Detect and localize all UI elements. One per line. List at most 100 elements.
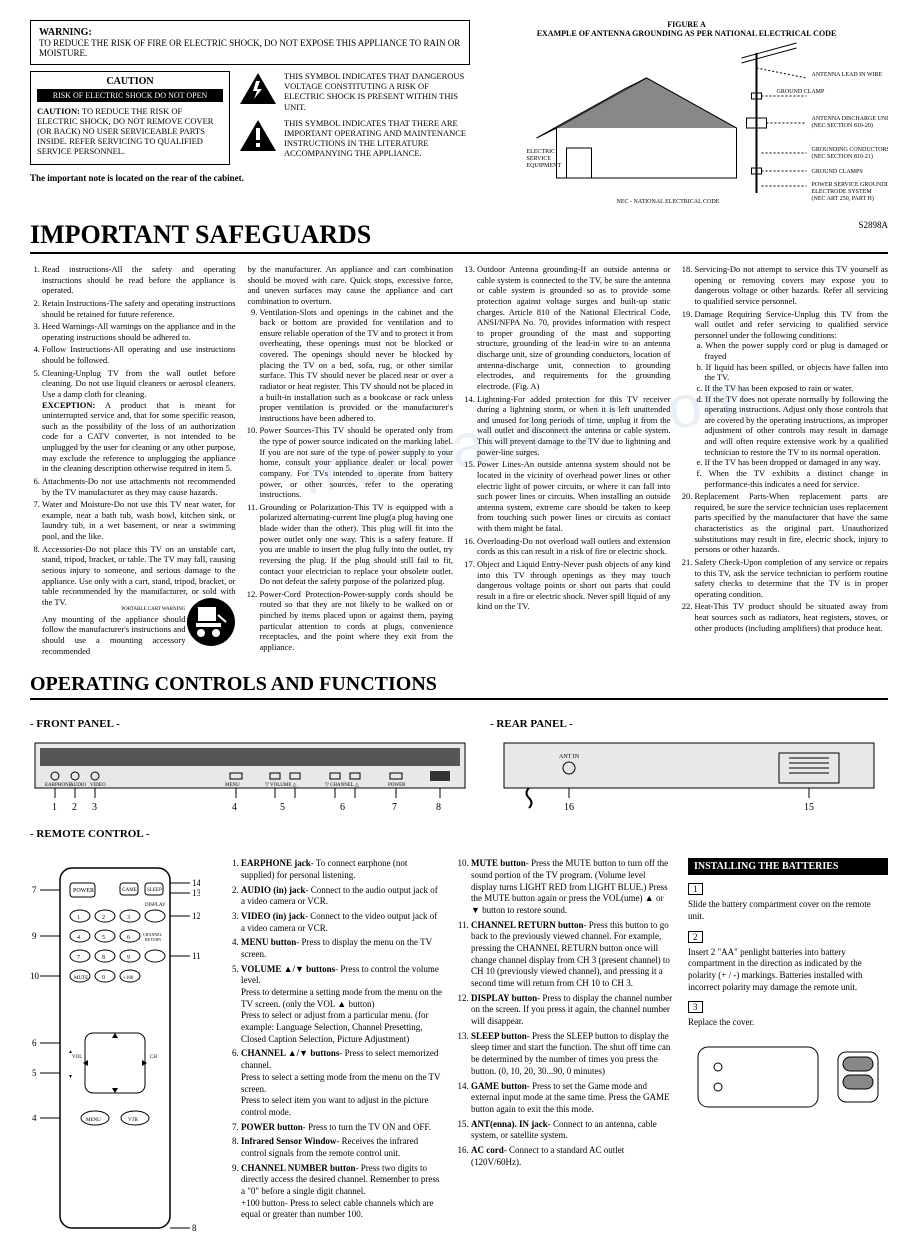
svg-text:EQUIPMENT: EQUIPMENT — [527, 163, 562, 169]
svg-text:8: 8 — [436, 802, 441, 813]
svg-text:▽ VOLUME △: ▽ VOLUME △ — [265, 782, 297, 788]
svg-text:0: 0 — [102, 975, 105, 981]
svg-text:SERVICE: SERVICE — [527, 156, 552, 162]
safeguards-col-4: Servicing-Do not attempt to service this… — [683, 264, 889, 658]
svg-text:6: 6 — [340, 802, 345, 813]
safeguard-item: Object and Liquid Entry-Never push objec… — [477, 559, 671, 612]
caution-blackbar: RISK OF ELECTRIC SHOCK DO NOT OPEN — [37, 89, 223, 102]
svg-text:1: 1 — [52, 802, 57, 813]
svg-text:MENU: MENU — [225, 783, 240, 788]
symbol-text-1: THIS SYMBOL INDICATES THAT DANGEROUS VOL… — [284, 71, 470, 112]
svg-text:6: 6 — [32, 1038, 37, 1048]
svg-text:EARPHONE: EARPHONE — [45, 783, 72, 788]
controls-col-2: MUTE button- Press the MUTE button to tu… — [455, 858, 673, 1240]
symbol-text-2: THIS SYMBOL INDICATES THAT THERE ARE IMP… — [284, 118, 470, 159]
controls-text: EARPHONE jack- To connect earphone (not … — [225, 858, 673, 1240]
safeguard-item: Grounding or Polarization-This TV is equ… — [260, 502, 454, 587]
caution-box: CAUTION RISK OF ELECTRIC SHOCK DO NOT OP… — [30, 71, 230, 165]
svg-text:RETURN: RETURN — [145, 937, 161, 942]
svg-text:8: 8 — [102, 955, 105, 961]
front-panel-diagram: EARPHONEAUDIOVIDEO MENU ▽ VOLUME △ ▽ CHA… — [30, 738, 470, 818]
note-line: The important note is located on the rea… — [30, 173, 470, 183]
safeguard-item: Replacement Parts-When replacement parts… — [695, 491, 889, 555]
top-section: WARNING: TO REDUCE THE RISK OF FIRE OR E… — [30, 20, 888, 210]
safeguards-col-1: Read instructions-All the safety and ope… — [30, 264, 236, 658]
warnings-column: WARNING: TO REDUCE THE RISK OF FIRE OR E… — [30, 20, 470, 210]
control-item: MENU button- Press to display the menu o… — [241, 937, 443, 960]
safeguard-item: Lightning-For added protection for this … — [477, 394, 671, 458]
caution-row: CAUTION RISK OF ELECTRIC SHOCK DO NOT OP… — [30, 71, 470, 165]
svg-text:8: 8 — [192, 1223, 197, 1233]
control-item: VOLUME ▲/▼ buttons- Press to control the… — [241, 964, 443, 1046]
control-item: POWER button- Press to turn the TV ON an… — [241, 1122, 443, 1134]
exclamation-triangle-icon — [238, 118, 278, 153]
svg-text:AUDIO: AUDIO — [70, 783, 86, 788]
svg-text:2: 2 — [72, 802, 77, 813]
svg-text:3: 3 — [127, 915, 130, 921]
battery-text-2: Insert 2 "AA" penlight batteries into ba… — [688, 947, 888, 994]
svg-text:MUTE: MUTE — [74, 976, 88, 981]
safeguards-col-2: by the manufacturer. An appliance and ca… — [248, 264, 454, 658]
control-item: EARPHONE jack- To connect earphone (not … — [241, 858, 443, 881]
svg-text:ANT IN: ANT IN — [559, 754, 580, 760]
safeguard-item: Outdoor Antenna grounding-If an outside … — [477, 264, 671, 392]
svg-text:4: 4 — [77, 935, 80, 941]
svg-text:9: 9 — [127, 955, 130, 961]
warning-title: WARNING: — [39, 27, 92, 38]
safeguard-item: Damage Requiring Service-Unplug this TV … — [695, 309, 889, 490]
svg-text:14: 14 — [192, 878, 200, 888]
safeguard-item: Accessories-Do not place this TV on an u… — [42, 544, 236, 657]
control-item: ANT(enna). IN jack- Connect to an antenn… — [471, 1119, 673, 1142]
svg-text:7: 7 — [32, 885, 37, 895]
remote-diagram: POWER GAME SLEEP DISPLAY 1 2 3 4 5 6 CHA… — [30, 858, 200, 1238]
battery-column: INSTALLING THE BATTERIES 1 Slide the bat… — [688, 858, 888, 1240]
symbol-row-1: THIS SYMBOL INDICATES THAT DANGEROUS VOL… — [238, 71, 470, 112]
house-diagram-icon: ANTENNA LEAD IN WIRE GROUND CLAMP ANTENN… — [485, 38, 888, 208]
caution-header: CAUTION — [37, 76, 223, 87]
ground-clamp-label: GROUND CLAMP — [777, 89, 826, 95]
svg-text:VTR: VTR — [128, 1118, 139, 1123]
panels-row: - FRONT PANEL - EARPHONEAUDIOVIDEO MENU … — [30, 710, 888, 848]
svg-text:▲: ▲ — [68, 1050, 73, 1055]
safeguard-item: Power-Cord Protection-Power-supply cords… — [260, 589, 454, 653]
safeguards-heading: IMPORTANT SAFEGUARDSS2898A — [30, 220, 888, 254]
figure-label: FIGURE A — [485, 20, 888, 29]
safeguard-item: Ventilation-Slots and openings in the ca… — [260, 307, 454, 424]
controls-row: POWER GAME SLEEP DISPLAY 1 2 3 4 5 6 CHA… — [30, 858, 888, 1240]
control-item: Infrared Sensor Window- Receives the inf… — [241, 1136, 443, 1159]
svg-text:1: 1 — [77, 915, 80, 921]
step-1-box: 1 — [688, 883, 703, 895]
control-item: CHANNEL RETURN button- Press this button… — [471, 920, 673, 990]
svg-text:5: 5 — [102, 935, 105, 941]
nec-label: NEC - NATIONAL ELECTRICAL CODE — [617, 199, 720, 205]
front-panel-label: - FRONT PANEL - — [30, 718, 470, 730]
svg-text:6: 6 — [127, 935, 130, 941]
rear-panel-diagram: ANT IN 1615 — [490, 738, 888, 818]
model-number: S2898A — [858, 220, 888, 230]
step-3-box: 3 — [688, 1001, 703, 1013]
operating-heading: OPERATING CONTROLS AND FUNCTIONS — [30, 673, 888, 700]
battery-text-3: Replace the cover. — [688, 1017, 888, 1029]
svg-text:POWER: POWER — [73, 888, 94, 894]
svg-text:16: 16 — [564, 802, 574, 813]
battery-header: INSTALLING THE BATTERIES — [688, 858, 888, 875]
rear-panel-section: - REAR PANEL - ANT IN 1615 — [490, 710, 888, 848]
svg-text:▼: ▼ — [68, 1075, 73, 1080]
svg-text:▽ CHANNEL △: ▽ CHANNEL △ — [325, 782, 359, 788]
symbols-column: THIS SYMBOL INDICATES THAT DANGEROUS VOL… — [238, 71, 470, 165]
svg-text:POWER: POWER — [388, 783, 406, 788]
step-2-box: 2 — [688, 931, 703, 943]
safeguard-item: Retain Instructions-The safety and opera… — [42, 298, 236, 319]
svg-text:2: 2 — [102, 915, 105, 921]
control-item: MUTE button- Press the MUTE button to tu… — [471, 858, 673, 916]
discharge-label: ANTENNA DISCHARGE UNIT — [812, 116, 889, 122]
battery-text-1: Slide the battery compartment cover on t… — [688, 899, 888, 922]
svg-text:(NEC ART 250, PART H): (NEC ART 250, PART H) — [812, 195, 874, 202]
safeguard-item: Servicing-Do not attempt to service this… — [695, 264, 889, 307]
svg-text:11: 11 — [192, 951, 200, 961]
control-item: CHANNEL NUMBER button- Press two digits … — [241, 1163, 443, 1221]
control-item: GAME button- Press to set the Game mode … — [471, 1081, 673, 1116]
front-panel-section: - FRONT PANEL - EARPHONEAUDIOVIDEO MENU … — [30, 710, 470, 848]
figure-a-box: FIGURE A EXAMPLE OF ANTENNA GROUNDING AS… — [485, 20, 888, 210]
control-item: VIDEO (in) jack- Connect to the video ou… — [241, 911, 443, 934]
